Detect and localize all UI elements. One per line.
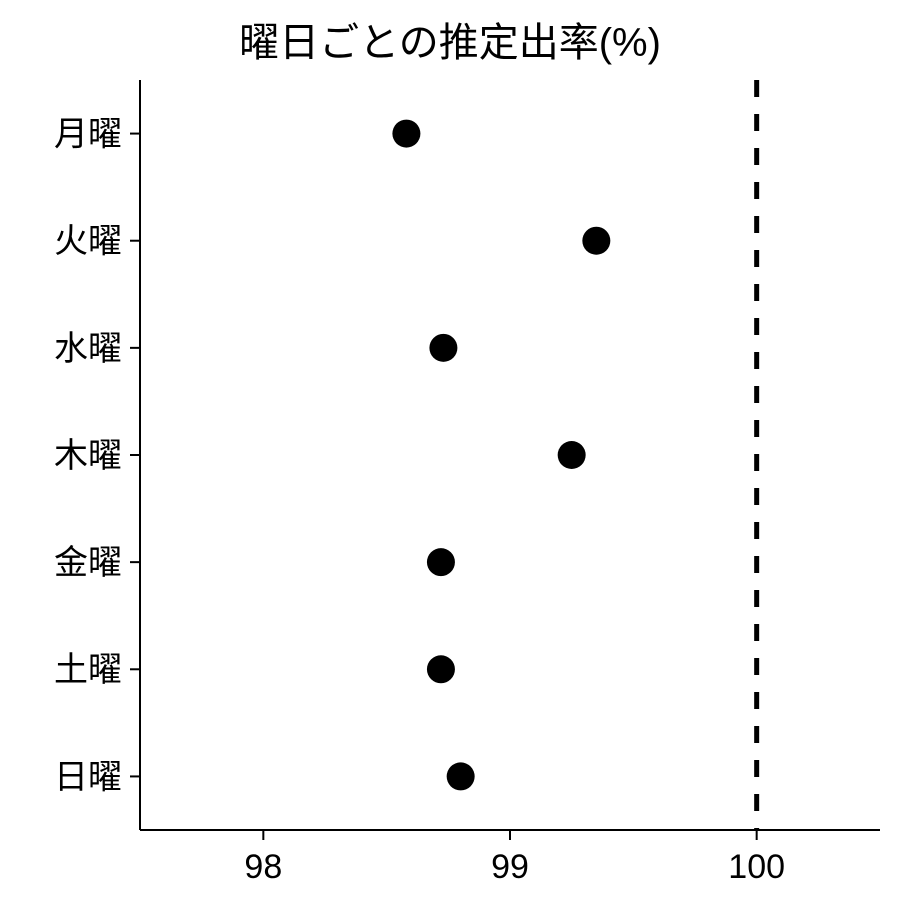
data-point xyxy=(558,441,586,469)
chart-title: 曜日ごとの推定出率(%) xyxy=(0,10,900,68)
y-tick-label: 日曜 xyxy=(54,758,122,796)
data-point xyxy=(392,120,420,148)
chart-container: 曜日ごとの推定出率(%) 98 99 100 月曜火曜水曜木曜金曜土曜日曜 xyxy=(0,0,900,900)
y-tick-label: 金曜 xyxy=(54,544,122,582)
y-tick-label: 土曜 xyxy=(54,651,122,689)
x-tick-label: 100 xyxy=(728,848,785,886)
data-point xyxy=(429,334,457,362)
x-tick-label: 99 xyxy=(491,848,529,886)
data-point xyxy=(427,655,455,683)
y-tick-label: 火曜 xyxy=(54,223,122,261)
data-point xyxy=(582,227,610,255)
y-tick-label: 木曜 xyxy=(54,437,122,475)
y-tick-label: 月曜 xyxy=(54,115,122,153)
y-tick-label: 水曜 xyxy=(54,330,122,368)
x-tick-label: 98 xyxy=(244,848,282,886)
data-point xyxy=(447,762,475,790)
dot-chart: 98 99 100 月曜火曜水曜木曜金曜土曜日曜 xyxy=(0,0,900,900)
data-point xyxy=(427,548,455,576)
